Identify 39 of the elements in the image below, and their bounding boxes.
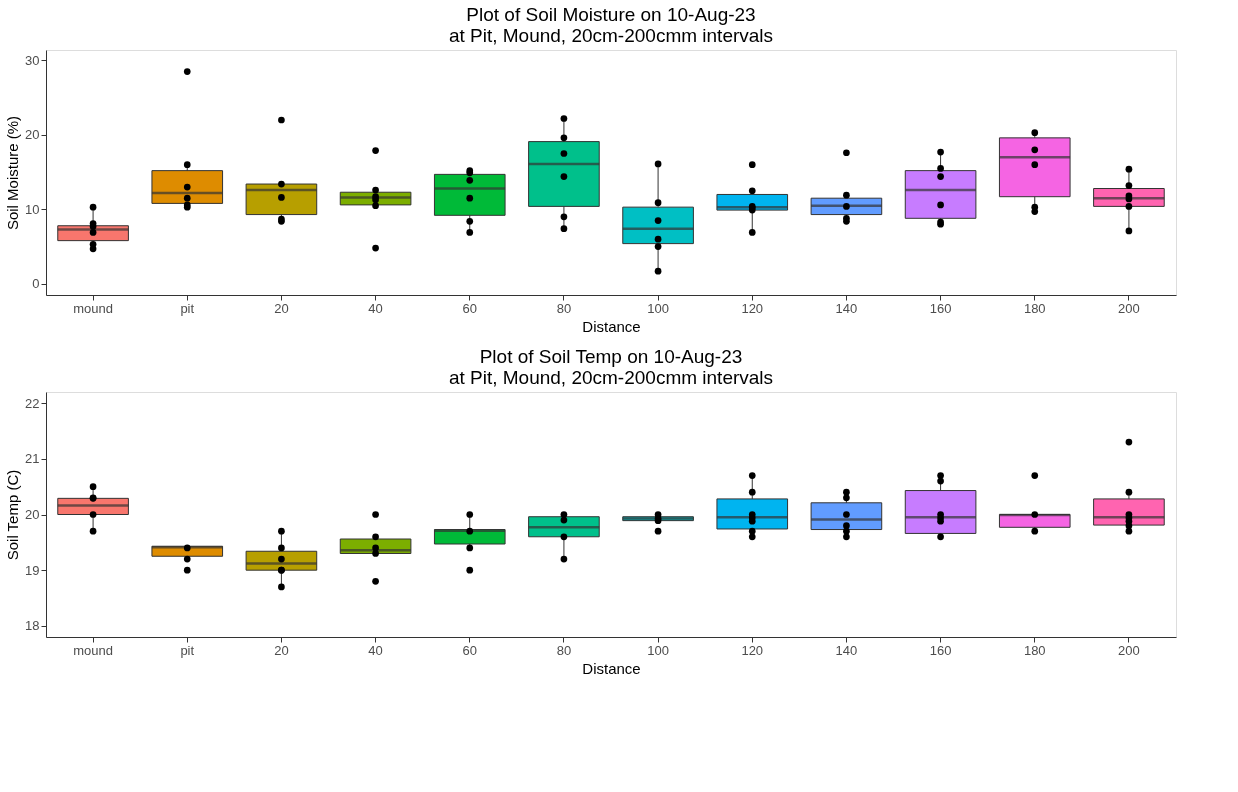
x-tick-label: 120 [741,642,764,658]
x-tick-label: 180 [1023,300,1046,316]
y-tick-label: 19 [25,562,40,578]
x-tick-label: pit [180,300,195,316]
x-tick-label: 60 [462,642,477,658]
x-tick-label: 120 [741,300,764,316]
x-tick-label: 160 [929,642,952,658]
y-tick-label: 30 [25,52,40,68]
x-axis-title: Distance [582,317,641,335]
y-axis-title: Soil Temp (C) [4,469,22,561]
y-axis-title: Soil Moisture (%) [4,115,22,231]
chart-title: Plot of Soil Moisture on 10-Aug-23 at Pit, Mound, 20cm-200cmm intervals [448,4,774,46]
y-tick-label: 10 [25,201,40,217]
x-tick-label: mound [73,642,113,658]
x-tick-label: 160 [929,300,952,316]
x-tick-label: mound [73,300,113,316]
y-tick-label: 20 [25,127,40,143]
y-tick-label: 18 [25,618,40,634]
chart-title: Plot of Soil Temp on 10-Aug-23 at Pit, Mound, 20cm-200cmm intervals [448,346,774,388]
y-tick-label: 20 [25,507,40,522]
x-tick-label: 180 [1023,642,1046,658]
x-tick-label: 40 [368,300,383,316]
x-tick-label: 40 [368,642,383,658]
x-tick-label: pit [180,642,195,658]
x-tick-label: 20 [274,300,289,316]
x-tick-label: 20 [274,642,289,658]
x-tick-label: 140 [835,642,858,658]
x-axis-title: Distance [582,659,641,677]
x-tick-label: 140 [835,300,858,316]
x-tick-label: 200 [1118,300,1140,316]
x-tick-label: 80 [556,300,572,316]
x-tick-label: 100 [647,300,669,316]
x-tick-label: 80 [556,642,572,658]
y-tick-label: 22 [25,395,40,411]
y-tick-label: 21 [25,451,40,467]
x-tick-label: 100 [647,642,669,658]
x-tick-label: 60 [462,300,477,316]
y-tick-label: 0 [32,276,40,292]
x-tick-label: 200 [1118,642,1140,658]
